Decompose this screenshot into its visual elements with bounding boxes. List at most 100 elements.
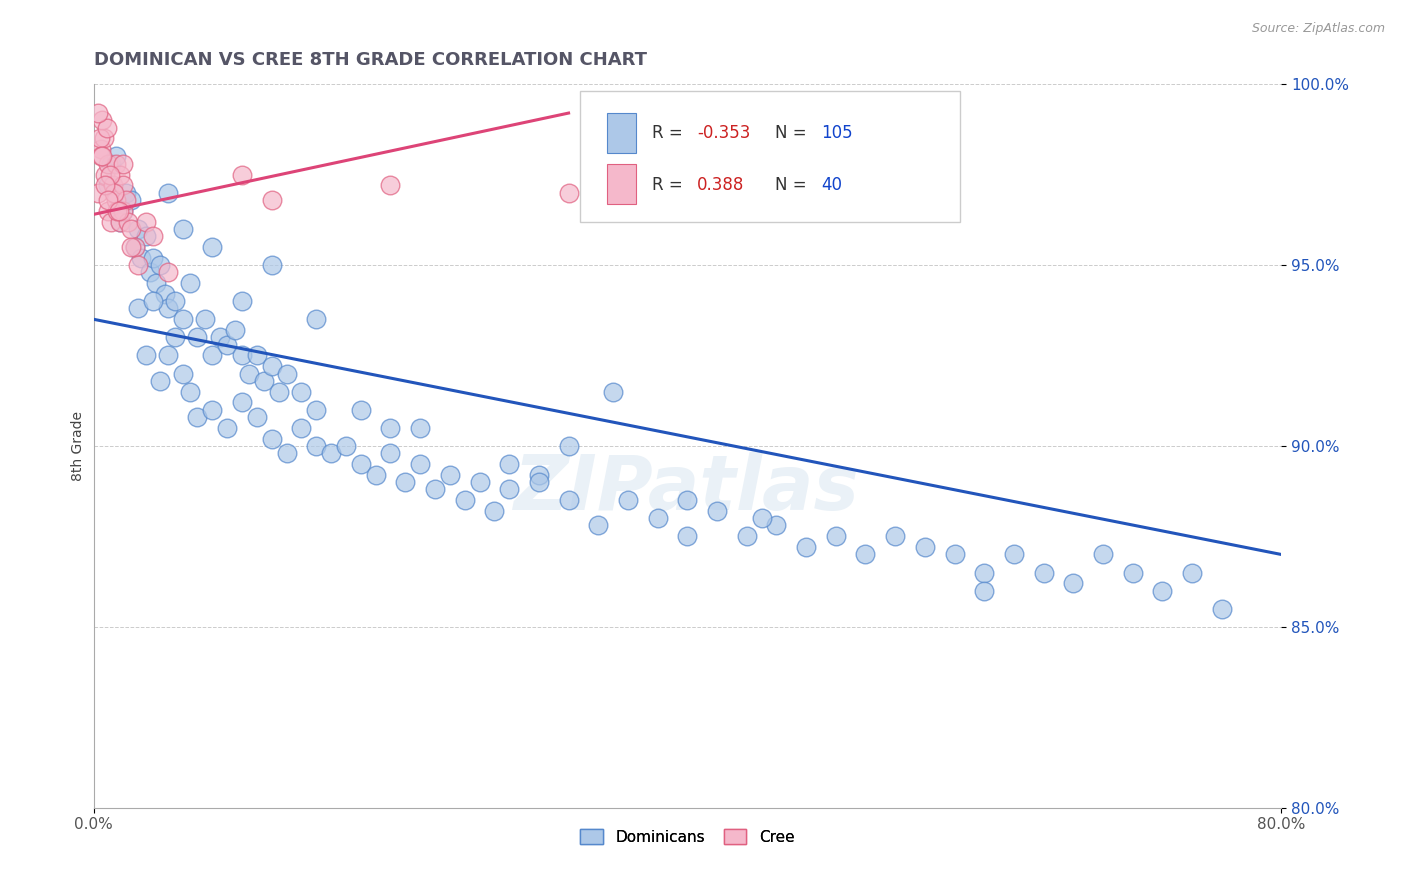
Point bbox=[423, 483, 446, 497]
Point bbox=[112, 203, 135, 218]
Point bbox=[101, 178, 124, 193]
Point bbox=[647, 511, 669, 525]
Point bbox=[335, 439, 357, 453]
Point bbox=[135, 348, 157, 362]
Point bbox=[186, 330, 208, 344]
Text: R =: R = bbox=[652, 177, 688, 194]
Point bbox=[139, 265, 162, 279]
Point bbox=[127, 222, 149, 236]
Point bbox=[165, 294, 187, 309]
Point bbox=[706, 504, 728, 518]
Point bbox=[290, 384, 312, 399]
Point bbox=[217, 337, 239, 351]
Point bbox=[231, 395, 253, 409]
Point bbox=[217, 421, 239, 435]
Point bbox=[231, 294, 253, 309]
Point bbox=[350, 457, 373, 471]
Point bbox=[676, 529, 699, 543]
Point bbox=[156, 301, 179, 316]
Point bbox=[855, 548, 877, 562]
Point bbox=[100, 214, 122, 228]
Point bbox=[115, 193, 138, 207]
Text: -0.353: -0.353 bbox=[697, 124, 751, 143]
Point bbox=[943, 548, 966, 562]
Point bbox=[127, 258, 149, 272]
Point bbox=[305, 439, 328, 453]
Point bbox=[276, 367, 298, 381]
Point bbox=[172, 312, 194, 326]
Point bbox=[884, 529, 907, 543]
Point bbox=[87, 106, 110, 120]
Point bbox=[409, 421, 432, 435]
Point bbox=[97, 178, 120, 193]
Point bbox=[269, 384, 291, 399]
Point bbox=[201, 402, 224, 417]
Point bbox=[751, 511, 773, 525]
Point bbox=[527, 467, 550, 482]
Point bbox=[186, 409, 208, 424]
Point bbox=[409, 457, 432, 471]
Point bbox=[120, 193, 142, 207]
Text: N =: N = bbox=[775, 124, 813, 143]
Point bbox=[208, 330, 231, 344]
Point bbox=[231, 348, 253, 362]
Point bbox=[453, 493, 475, 508]
Point bbox=[1091, 548, 1114, 562]
Point bbox=[98, 168, 121, 182]
Legend: Dominicans, Cree: Dominicans, Cree bbox=[574, 822, 800, 851]
Point bbox=[129, 251, 152, 265]
Point bbox=[588, 518, 610, 533]
Point bbox=[97, 193, 120, 207]
Text: DOMINICAN VS CREE 8TH GRADE CORRELATION CHART: DOMINICAN VS CREE 8TH GRADE CORRELATION … bbox=[94, 51, 647, 69]
Text: 0.388: 0.388 bbox=[697, 177, 744, 194]
Point bbox=[794, 540, 817, 554]
Point bbox=[676, 493, 699, 508]
Point bbox=[90, 149, 112, 163]
Point bbox=[238, 367, 260, 381]
Point bbox=[201, 348, 224, 362]
Point bbox=[94, 168, 117, 182]
Point bbox=[246, 348, 269, 362]
Text: Source: ZipAtlas.com: Source: ZipAtlas.com bbox=[1251, 22, 1385, 36]
Point bbox=[165, 330, 187, 344]
Y-axis label: 8th Grade: 8th Grade bbox=[72, 411, 86, 481]
Point bbox=[156, 348, 179, 362]
Point bbox=[145, 276, 167, 290]
Point bbox=[142, 251, 165, 265]
Point bbox=[104, 157, 127, 171]
Point bbox=[108, 203, 131, 218]
Point bbox=[1152, 583, 1174, 598]
Text: ZIPatlas: ZIPatlas bbox=[515, 452, 860, 526]
Point bbox=[498, 483, 520, 497]
Text: N =: N = bbox=[775, 177, 813, 194]
Point bbox=[260, 258, 283, 272]
Text: 40: 40 bbox=[821, 177, 842, 194]
Point bbox=[350, 402, 373, 417]
Point bbox=[97, 157, 120, 171]
Point bbox=[364, 467, 387, 482]
Point bbox=[110, 214, 132, 228]
Point bbox=[735, 529, 758, 543]
Point bbox=[149, 374, 172, 388]
Point bbox=[124, 240, 146, 254]
Point bbox=[394, 475, 416, 489]
Point bbox=[112, 203, 135, 218]
Point bbox=[602, 384, 624, 399]
FancyBboxPatch shape bbox=[606, 113, 637, 153]
Point bbox=[253, 374, 276, 388]
Point bbox=[172, 222, 194, 236]
FancyBboxPatch shape bbox=[581, 91, 960, 221]
Point bbox=[100, 157, 122, 171]
Text: R =: R = bbox=[652, 124, 688, 143]
Point bbox=[319, 446, 342, 460]
Point bbox=[305, 312, 328, 326]
Point bbox=[194, 312, 217, 326]
Point bbox=[91, 149, 114, 163]
Point bbox=[179, 276, 201, 290]
Point bbox=[1122, 566, 1144, 580]
Point bbox=[914, 540, 936, 554]
Point bbox=[104, 193, 127, 207]
Point bbox=[557, 439, 579, 453]
Point bbox=[105, 203, 128, 218]
Point bbox=[260, 193, 283, 207]
